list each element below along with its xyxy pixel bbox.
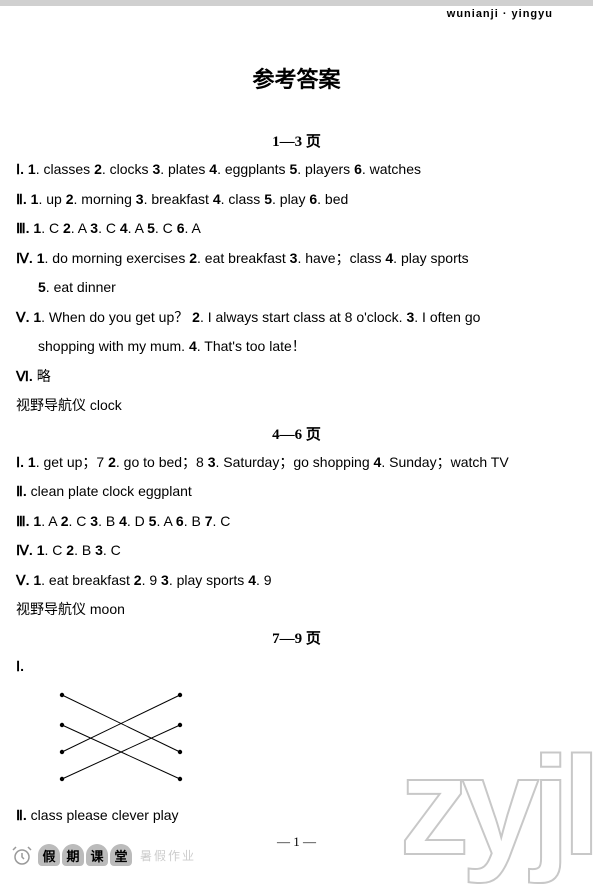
footer-box: 期: [62, 844, 84, 866]
answer-line: shopping with my mum. 4. That's too late…: [16, 334, 577, 359]
footer-box: 假: [38, 844, 60, 866]
answer-line: Ⅴ. 1. eat breakfast 2. 9 3. play sports …: [16, 568, 577, 593]
footer-subtitle: 暑假作业: [140, 847, 196, 864]
header-pinyin: wunianji · yingyu: [0, 8, 593, 20]
page-title: 参考答案: [0, 62, 593, 94]
answer-line: Ⅲ. 1. A 2. C 3. B 4. D 5. A 6. B 7. C: [16, 509, 577, 534]
footer-box: 课: [86, 844, 108, 866]
answer-line: Ⅵ. 略: [16, 364, 577, 389]
answer-line: Ⅰ. 1. classes 2. clocks 3. plates 4. egg…: [16, 157, 577, 182]
answer-line: 视野导航仪 clock: [16, 393, 577, 418]
section-header: 4—6 页: [16, 423, 577, 444]
answer-line: 视野导航仪 moon: [16, 597, 577, 622]
footer-title-boxes: 假期课堂: [38, 844, 132, 866]
answer-line: Ⅱ. clean plate clock eggplant: [16, 479, 577, 504]
footer: 假期课堂 暑假作业: [0, 840, 593, 870]
answer-line: Ⅴ. 1. When do you get up？ 2. I always st…: [16, 305, 577, 330]
answer-line: Ⅳ. 1. C 2. B 3. C: [16, 538, 577, 563]
alarm-icon: [10, 843, 34, 867]
answer-line: 5. eat dinner: [16, 275, 577, 300]
answer-line: Ⅲ. 1. C 2. A 3. C 4. A 5. C 6. A: [16, 216, 577, 241]
answer-line: Ⅱ. 1. up 2. morning 3. breakfast 4. clas…: [16, 187, 577, 212]
answer-line: Ⅳ. 1. do morning exercises 2. eat breakf…: [16, 246, 577, 271]
matching-diagram: [56, 687, 186, 787]
footer-box: 堂: [110, 844, 132, 866]
answer-line: Ⅰ.: [16, 654, 577, 679]
section-header: 1—3 页: [16, 130, 577, 151]
section-header: 7—9 页: [16, 627, 577, 648]
top-border: [0, 0, 593, 6]
answer-line: Ⅰ. 1. get up；7 2. go to bed；8 3. Saturda…: [16, 450, 577, 475]
answer-content: 1—3 页 Ⅰ. 1. classes 2. clocks 3. plates 4…: [0, 130, 593, 828]
